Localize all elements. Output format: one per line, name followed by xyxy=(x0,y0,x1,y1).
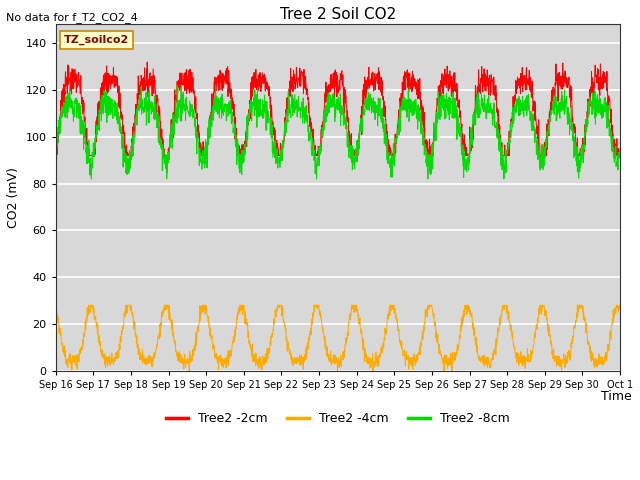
Tree2 -8cm xyxy=(210,103,218,108)
Tree2 -4cm xyxy=(567,354,575,360)
Line: Tree2 -8cm: Tree2 -8cm xyxy=(56,85,620,179)
Tree2 -4cm xyxy=(85,302,93,308)
Tree2 -4cm xyxy=(52,303,60,309)
Tree2 -2cm xyxy=(355,150,362,156)
Tree2 -2cm xyxy=(143,59,151,65)
Tree2 -8cm xyxy=(502,156,510,162)
Tree2 -4cm xyxy=(186,368,193,373)
Tree2 -2cm xyxy=(582,119,590,125)
Text: TZ_soilco2: TZ_soilco2 xyxy=(64,35,129,45)
Tree2 -8cm xyxy=(367,100,375,106)
Line: Tree2 -2cm: Tree2 -2cm xyxy=(56,62,620,156)
Line: Tree2 -4cm: Tree2 -4cm xyxy=(56,305,620,371)
Y-axis label: CO2 (mV): CO2 (mV) xyxy=(7,167,20,228)
Tree2 -8cm xyxy=(173,83,181,88)
Tree2 -2cm xyxy=(52,139,60,145)
Tree2 -4cm xyxy=(616,302,624,308)
Tree2 -4cm xyxy=(355,320,362,326)
Tree2 -4cm xyxy=(582,327,590,333)
Tree2 -2cm xyxy=(502,151,510,156)
Tree2 -4cm xyxy=(367,360,375,366)
Tree2 -8cm xyxy=(88,176,95,182)
Tree2 -8cm xyxy=(582,125,590,131)
Tree2 -2cm xyxy=(567,83,575,88)
Text: No data for f_T2_CO2_4: No data for f_T2_CO2_4 xyxy=(6,12,138,23)
Tree2 -4cm xyxy=(502,302,510,308)
Tree2 -8cm xyxy=(355,146,362,152)
Tree2 -8cm xyxy=(52,154,60,159)
Tree2 -4cm xyxy=(210,341,218,347)
Tree2 -2cm xyxy=(52,153,60,158)
Title: Tree 2 Soil CO2: Tree 2 Soil CO2 xyxy=(280,7,396,22)
Tree2 -2cm xyxy=(367,77,375,83)
Tree2 -2cm xyxy=(616,153,624,158)
Legend: Tree2 -2cm, Tree2 -4cm, Tree2 -8cm: Tree2 -2cm, Tree2 -4cm, Tree2 -8cm xyxy=(161,407,515,430)
Tree2 -8cm xyxy=(616,152,624,158)
Tree2 -8cm xyxy=(567,119,575,124)
X-axis label: Time: Time xyxy=(600,390,631,403)
Tree2 -2cm xyxy=(210,90,218,96)
